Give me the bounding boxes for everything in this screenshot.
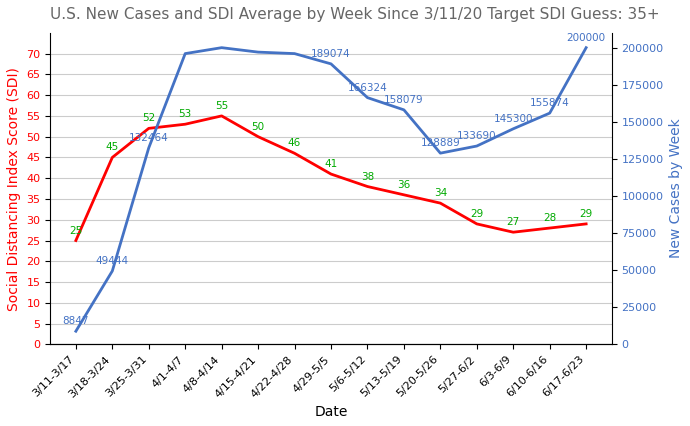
Text: 155874: 155874 <box>530 98 569 108</box>
Text: 133690: 133690 <box>457 131 497 141</box>
Text: 34: 34 <box>434 188 447 198</box>
Text: 45: 45 <box>106 142 119 153</box>
Text: 132464: 132464 <box>129 133 168 143</box>
Text: 36: 36 <box>397 180 411 190</box>
Text: 49444: 49444 <box>96 256 129 266</box>
Text: U.S. New Cases and SDI Average by Week Since 3/11/20 Target SDI Guess: 35+: U.S. New Cases and SDI Average by Week S… <box>50 7 660 22</box>
Text: 25: 25 <box>69 225 83 236</box>
Text: 29: 29 <box>580 209 593 219</box>
Y-axis label: New Cases by Week: New Cases by Week <box>669 119 683 259</box>
X-axis label: Date: Date <box>315 405 348 419</box>
Text: 27: 27 <box>506 217 520 227</box>
Text: 41: 41 <box>324 159 337 169</box>
Text: 46: 46 <box>288 138 301 148</box>
Text: 8847: 8847 <box>63 316 89 326</box>
Text: 55: 55 <box>215 101 228 111</box>
Text: 38: 38 <box>361 172 374 181</box>
Y-axis label: Social Distancing Index Score (SDI): Social Distancing Index Score (SDI) <box>7 66 21 311</box>
Text: 166324: 166324 <box>348 83 387 93</box>
Text: 189074: 189074 <box>311 49 351 59</box>
Text: 145300: 145300 <box>493 114 533 124</box>
Text: 28: 28 <box>543 213 556 223</box>
Text: 158079: 158079 <box>384 95 424 105</box>
Text: 52: 52 <box>142 113 155 124</box>
Text: 200000: 200000 <box>566 33 606 43</box>
Text: 29: 29 <box>470 209 484 219</box>
Text: 53: 53 <box>179 109 192 119</box>
Text: 128889: 128889 <box>420 138 460 148</box>
Text: 50: 50 <box>252 122 265 132</box>
